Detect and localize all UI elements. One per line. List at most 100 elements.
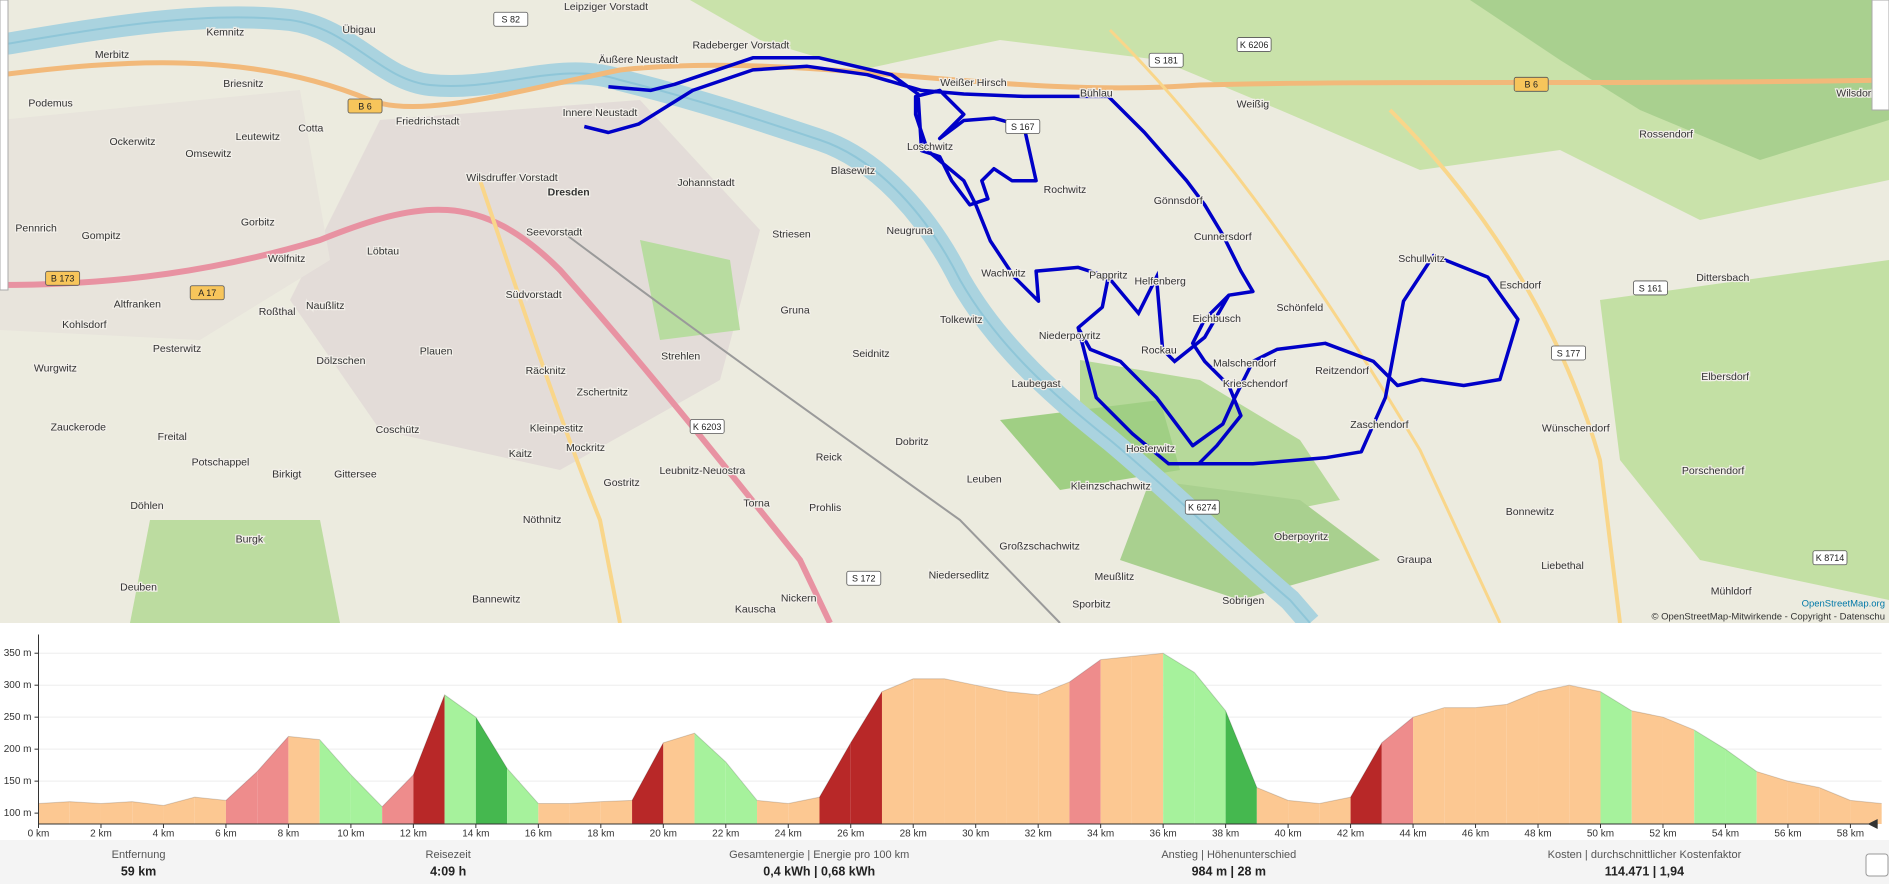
- place-label: Briesnitz: [223, 78, 263, 90]
- x-tick-label: 24 km: [775, 829, 802, 840]
- park: [640, 240, 740, 340]
- stat-value: 114.471 | 1,94: [1605, 864, 1684, 878]
- place-label: Coschütz: [376, 424, 420, 436]
- x-tick-label: 40 km: [1274, 829, 1301, 840]
- y-tick-label: 350 m: [4, 648, 32, 659]
- road-shield: [189, 285, 225, 301]
- stat-label: Entfernung: [112, 849, 166, 861]
- place-label: Bannewitz: [472, 594, 520, 606]
- place-label: Äußere Neustadt: [599, 54, 678, 66]
- map[interactable]: Dresden Innere Neustadt Äußere Neustadt Rad…: [0, 0, 1889, 631]
- place-label: Hosterwitz: [1126, 443, 1175, 455]
- place-label: Kemnitz: [206, 26, 244, 38]
- place-label: Nöthnitz: [523, 514, 562, 526]
- place-label: Krieschendorf: [1223, 378, 1288, 390]
- elevation-segment: [1381, 717, 1414, 824]
- road-ref: S 82: [502, 15, 521, 25]
- x-tick-label: 36 km: [1150, 829, 1177, 840]
- label-layer: Dresden Innere Neustadt Äußere Neustadt Rad…: [14, 0, 1875, 617]
- x-tick-label: 34 km: [1087, 829, 1114, 840]
- place-label: Sobrigen: [1222, 595, 1264, 607]
- x-tick-label: 10 km: [337, 829, 364, 840]
- x-tick-label: 20 km: [650, 829, 677, 840]
- place-label: Wilsdorf: [1836, 88, 1874, 100]
- stat-label: Reisezeit: [426, 849, 471, 861]
- elevation-segment: [1787, 781, 1820, 824]
- place-label: Wachwitz: [981, 267, 1026, 279]
- place-label: Zaschendorf: [1350, 419, 1408, 431]
- profile-toggle[interactable]: [1865, 853, 1889, 877]
- route[interactable]: [1076, 327, 1199, 466]
- x-tick-label: 30 km: [962, 829, 989, 840]
- place-label: Johannstadt: [677, 177, 734, 189]
- stat-value: 0,4 kWh | 0,68 kWh: [763, 864, 875, 878]
- attribution: © OpenStreetMap-Mitwirkende - Copyright …: [1651, 612, 1885, 623]
- place-label: Elbersdorf: [1701, 371, 1749, 383]
- elevation-segment: [725, 761, 758, 824]
- place-label: Roßthal: [259, 306, 296, 318]
- elevation-segment: [319, 739, 351, 824]
- attribution-link[interactable]: OpenStreetMap.org: [1802, 599, 1885, 610]
- place-label: Pappritz: [1089, 270, 1128, 282]
- elevation-segment: [569, 801, 601, 824]
- route[interactable]: [1106, 270, 1231, 364]
- place-label: Reick: [816, 452, 843, 464]
- place-label: Zauckerode: [51, 421, 107, 433]
- road-ref: S 161: [1639, 283, 1663, 293]
- x-tick-label: 50 km: [1587, 829, 1614, 840]
- place-label: Radeberger Vorstadt: [692, 40, 789, 52]
- place-label: Leutewitz: [236, 131, 280, 143]
- place-label: Eichbusch: [1193, 313, 1242, 325]
- road-shield: [1148, 52, 1184, 68]
- elevation-segment: [350, 774, 383, 824]
- x-tick-label: 2 km: [90, 829, 112, 840]
- elevation-segment: [1444, 707, 1476, 824]
- place-label: Kauscha: [735, 603, 776, 615]
- place-label: Gruna: [781, 305, 810, 317]
- elevation-segment: [257, 736, 289, 824]
- place-label: Neugruna: [887, 225, 933, 237]
- stat-value: 4:09 h: [430, 864, 466, 878]
- x-tick-label: 44 km: [1399, 829, 1426, 840]
- elevation-segment: [38, 801, 70, 824]
- right-toolbar[interactable]: [1871, 0, 1889, 111]
- elevation-segment: [663, 733, 695, 824]
- place-label: Niedersedlitz: [929, 570, 990, 582]
- stat-label: Anstieg | Höhenunterschied: [1161, 849, 1296, 861]
- x-tick-label: 38 km: [1212, 829, 1239, 840]
- x-tick-label: 52 km: [1649, 829, 1676, 840]
- elevation-segment: [132, 801, 164, 824]
- stat-value: 59 km: [121, 864, 156, 878]
- place-label: Leuben: [967, 473, 1002, 485]
- place-label: Potschappel: [192, 456, 250, 468]
- x-tick-label: 4 km: [153, 829, 175, 840]
- x-tick-label: 54 km: [1712, 829, 1739, 840]
- x-tick-label: 14 km: [462, 829, 489, 840]
- place-label: Striesen: [772, 229, 811, 241]
- elevation-segment: [1100, 656, 1132, 824]
- route-layer: [583, 56, 1520, 466]
- road-shield: [1812, 550, 1848, 566]
- x-tick-label: 22 km: [712, 829, 739, 840]
- place-label: Kaitz: [509, 448, 532, 460]
- place-label: Kleinzschachwitz: [1071, 480, 1151, 492]
- place-label: Omsewitz: [185, 148, 231, 160]
- place-label: Cotta: [298, 123, 323, 135]
- place-label: Deuben: [120, 582, 157, 594]
- left-toolbar[interactable]: [0, 0, 9, 291]
- elevation-segment: [69, 801, 101, 824]
- place-label: Gönnsdorf: [1154, 195, 1203, 207]
- elevation-segment: [1506, 691, 1539, 824]
- stat-label: Kosten | durchschnittlicher Kostenfaktor: [1548, 849, 1742, 861]
- place-label: Mockritz: [566, 442, 605, 454]
- place-label: Gompitz: [82, 230, 121, 242]
- place-label: Dobritz: [895, 436, 928, 448]
- place-label: Übigau: [342, 24, 375, 36]
- place-label: Malschendorf: [1213, 358, 1276, 370]
- x-tick-label: 46 km: [1462, 829, 1489, 840]
- road: [1388, 108, 1622, 624]
- elevation-line: [38, 652, 1882, 808]
- route[interactable]: [583, 56, 1520, 466]
- elevation-segment: [944, 678, 976, 824]
